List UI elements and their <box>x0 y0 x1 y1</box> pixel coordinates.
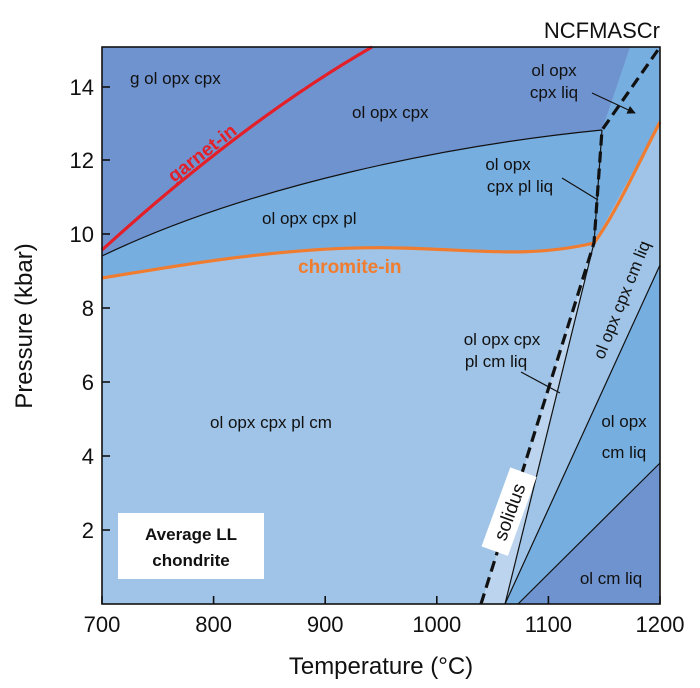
x-tick-label: 1200 <box>636 612 685 637</box>
y-tick-label: 12 <box>70 148 94 173</box>
field-label-ol-opx-cpx: ol opx cpx <box>352 103 429 122</box>
x-tick-label: 700 <box>84 612 121 637</box>
field-label-ol-opx-cpx-pl: ol opx cpx pl <box>262 209 357 228</box>
y-tick-label: 2 <box>82 518 94 543</box>
y-ticks <box>102 86 110 531</box>
x-ticks <box>101 596 661 604</box>
y-tick-label: 8 <box>82 296 94 321</box>
x-tick-label: 900 <box>307 612 344 637</box>
y-axis-title: Pressure (kbar) <box>11 243 38 408</box>
chromite-in-curve <box>101 121 662 280</box>
y-tick-label: 14 <box>70 75 94 100</box>
system-title: NCFMASCr <box>544 18 660 43</box>
boundary-cpx-out <box>504 264 661 605</box>
plot-frame <box>101 46 661 605</box>
field-label-ol-opx-cpx-pl-cm: ol opx cpx pl cm <box>210 413 332 432</box>
field-label-ol-opx-cpx-pl-liq-1: ol opx <box>485 155 531 174</box>
sample-label-line1: Average LL <box>145 525 237 544</box>
y-tick-label: 10 <box>70 222 94 247</box>
field-label-ol-opx-cm-liq-2: cm liq <box>602 443 646 462</box>
field-label-ol-opx-cm-liq-1: ol opx <box>601 412 647 431</box>
x-axis-title: Temperature (°C) <box>289 653 473 680</box>
x-tick-label: 800 <box>195 612 232 637</box>
solidus-curve <box>479 46 662 605</box>
field-label-g-ol-opx-cpx: g ol opx cpx <box>130 69 221 88</box>
leader-line-pl-cm-liq <box>520 371 561 394</box>
boundary-opx-out-low <box>517 462 661 605</box>
leader-line-cpx-pl-liq <box>561 177 599 201</box>
garnet-in-curve <box>100 45 373 252</box>
field-label-ol-opx-cpx-pl-liq-2: cpx pl liq <box>487 177 553 196</box>
x-tick-label: 1100 <box>525 612 572 637</box>
y-tick-label: 4 <box>82 444 94 469</box>
boundary-opx-out <box>101 129 603 257</box>
chromite-in-label: chromite-in <box>298 257 401 278</box>
sample-label-line2: chondrite <box>152 551 229 570</box>
field-label-ol-opx-cpx-pl-cm-liq-2: pl cm liq <box>465 352 527 371</box>
y-tick-label: 6 <box>82 370 94 395</box>
field-label-ol-cm-liq: ol cm liq <box>580 569 642 588</box>
field-label-ol-opx-cpx-liq-2: cpx liq <box>530 83 578 102</box>
boundary-pl-out <box>504 242 595 605</box>
x-tick-label: 1000 <box>412 612 461 637</box>
field-label-ol-opx-cpx-liq-1: ol opx <box>531 61 577 80</box>
field-label-ol-opx-cpx-pl-cm-liq-1: ol opx cpx <box>464 330 541 349</box>
leader-arrow-cpx-liq <box>591 92 636 114</box>
sample-label-box <box>118 513 264 579</box>
field-ol-opx-cpx-cm-liq <box>505 122 660 604</box>
